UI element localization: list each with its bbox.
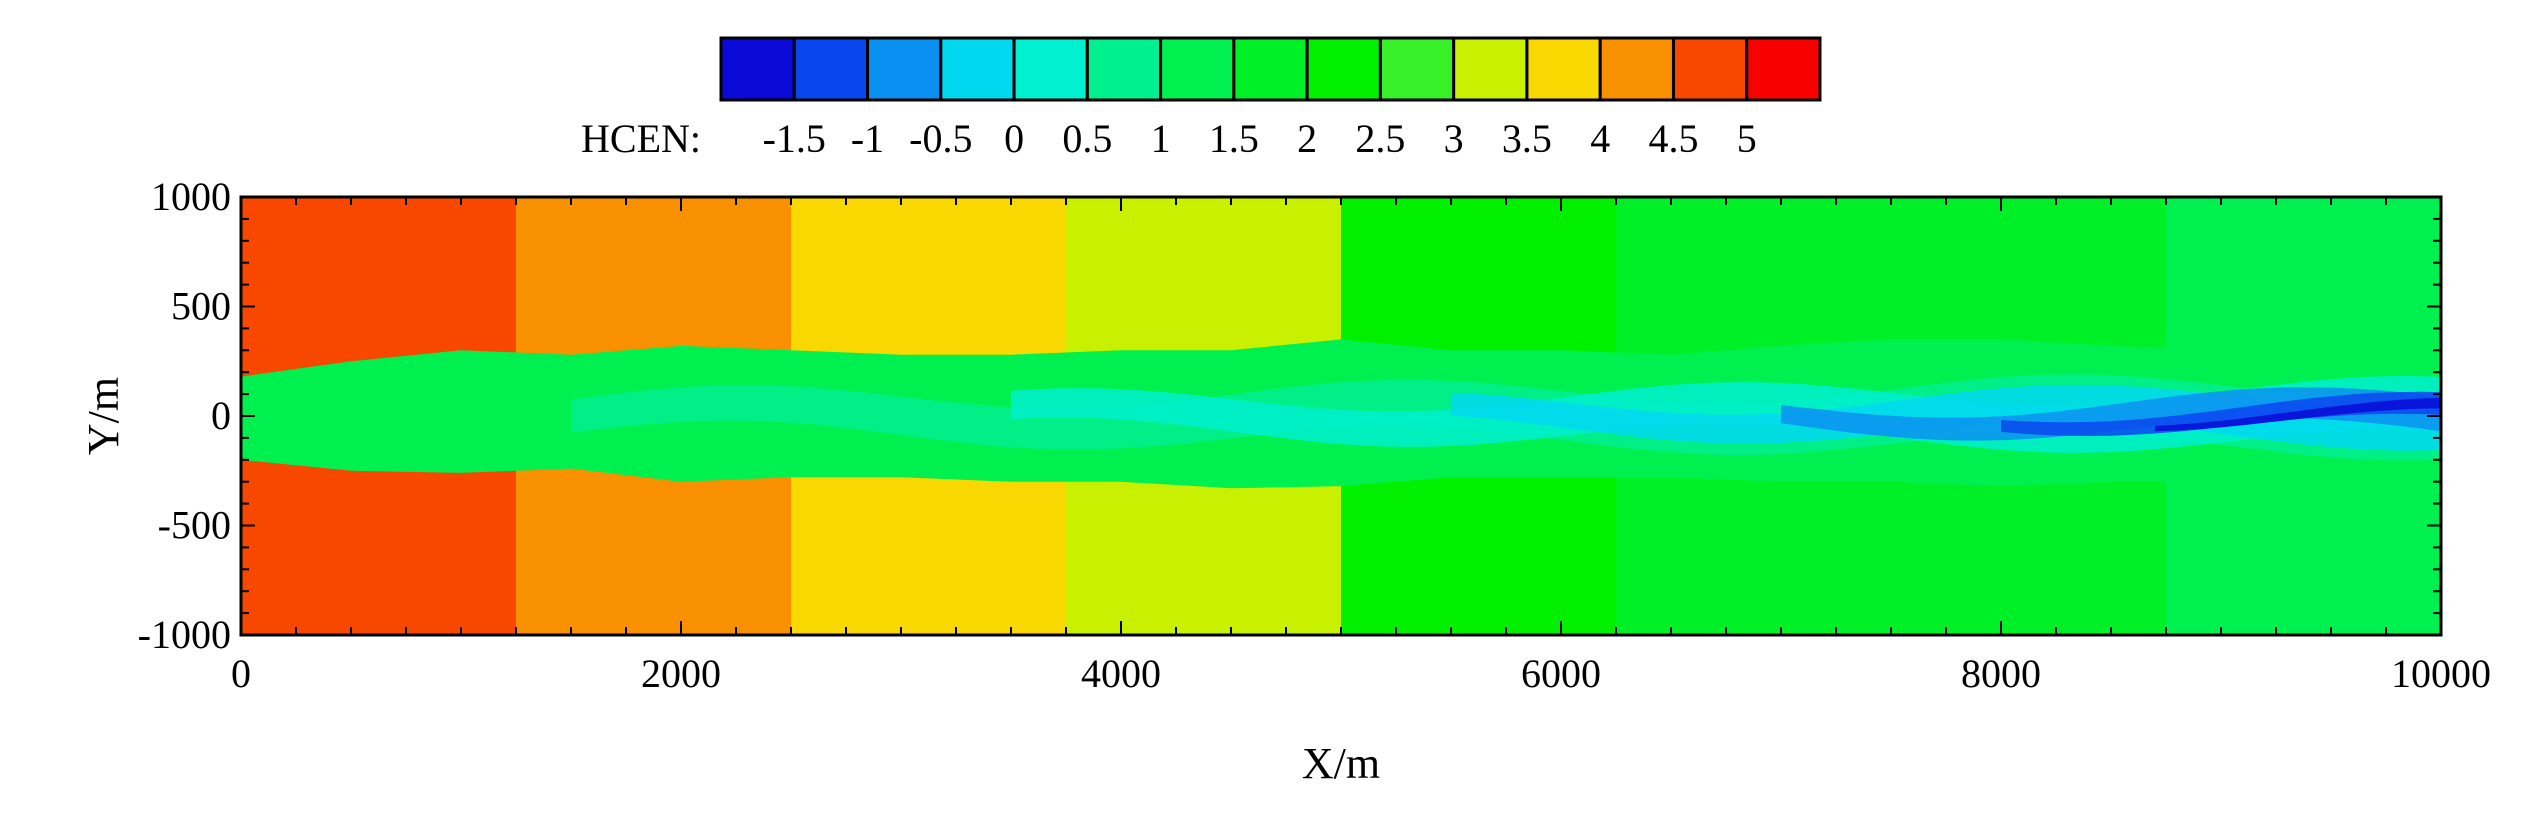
plume-region [241,339,2441,489]
y-axis-title: Y/m [79,377,128,455]
colorbar-tick-label: 0 [1004,116,1024,161]
colorbar-tick-label: 0.5 [1062,116,1112,161]
colorbar-tick-label: 4.5 [1648,116,1698,161]
y-tick-labels: 1000 500 0 -500 -1000 [138,174,231,657]
colorbar-tick-label: -1 [851,116,884,161]
x-tick-labels: 0 2000 4000 6000 8000 10000 [231,651,2491,696]
colorbar-swatch [939,36,1016,102]
colorbar-swatch [719,36,796,102]
colorbar-tick-label: 1.5 [1209,116,1259,161]
x-tick-label: 6000 [1521,651,1601,696]
colorbar-tick-label: 2 [1297,116,1317,161]
colorbar-swatch [1159,36,1236,102]
x-tick-label: 0 [231,651,251,696]
colorbar-swatch [1452,36,1529,102]
plume-inner-band [1781,387,2441,441]
colorbar-swatch [792,36,870,102]
colorbar-swatch [1085,36,1163,102]
plot-area [241,197,2441,635]
x-axis-title: X/m [1302,739,1380,788]
x-tick-label: 2000 [641,651,721,696]
plume-inner-band [2155,397,2441,432]
colorbar-swatch [1378,36,1456,102]
colorbar-tick-label: 2.5 [1355,116,1405,161]
plume-inner-band [2001,391,2441,437]
colorbar [719,36,1822,102]
colorbar-tick-label: 5 [1737,116,1757,161]
x-tick-label: 10000 [2391,651,2491,696]
colorbar-swatch [866,36,943,102]
colorbar-tick-label: 4 [1590,116,1610,161]
colorbar-tick-label: 3 [1444,116,1464,161]
y-tick-label: 1000 [151,174,231,219]
colorbar-tick-labels: -1.5 -1 -0.5 0 0.5 1 1.5 2 2.5 3 3.5 4 4.5 5 [763,116,1757,161]
colorbar-swatch [1671,36,1749,102]
colorbar-swatch [1525,36,1602,102]
x-tick-label: 4000 [1081,651,1161,696]
colorbar-tick-label: -0.5 [909,116,972,161]
colorbar-tick-label: -1.5 [763,116,826,161]
x-tick-label: 8000 [1961,651,2041,696]
colorbar-swatch [1745,36,1822,102]
colorbar-swatch [1305,36,1382,102]
y-tick-label: 500 [171,284,231,329]
y-tick-label: -1000 [138,612,231,657]
y-tick-label: 0 [211,393,231,438]
y-tick-label: -500 [158,503,231,548]
colorbar-tick-label: 1 [1151,116,1171,161]
colorbar-swatch [1232,36,1309,102]
colorbar-title: HCEN: [581,116,701,161]
axes [239,195,2443,637]
colorbar-swatch [1598,36,1675,102]
colorbar-tick-label: 3.5 [1502,116,1552,161]
colorbar-swatch [1012,36,1089,102]
